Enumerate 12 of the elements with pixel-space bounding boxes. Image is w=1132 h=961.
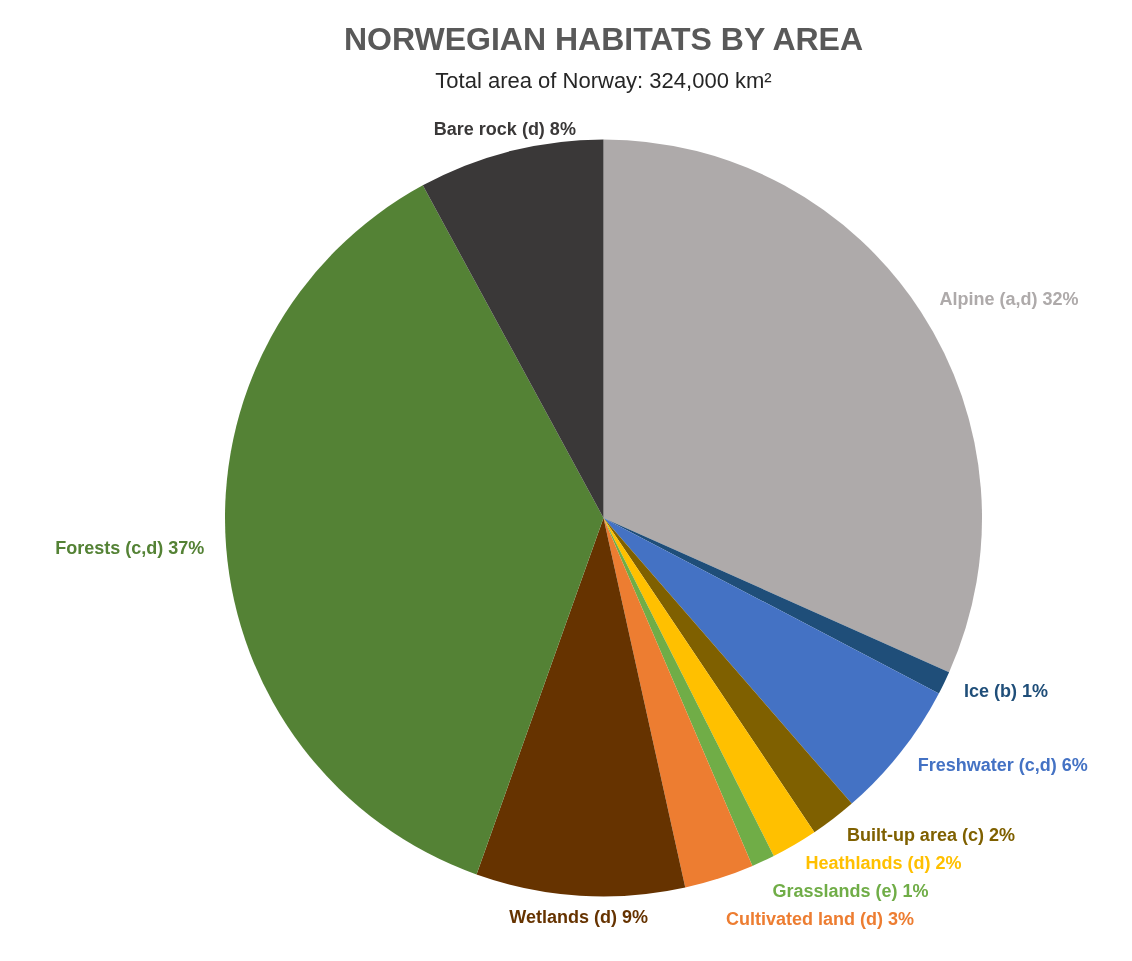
slice-label: Forests (c,d) 37% [55,537,205,558]
chart-subtitle: Total area of Norway: 324,000 km² [435,67,772,93]
slice-label: Wetlands (d) 9% [509,906,648,927]
slice-label: Alpine (a,d) 32% [939,288,1079,309]
slice-label: Freshwater (c,d) 6% [917,755,1088,776]
chart-title: NORWEGIAN HABITATS BY AREA [343,21,864,58]
slice-label: Bare rock (d) 8% [433,118,576,139]
slice-label: Ice (b) 1% [963,681,1048,702]
slice-label: Cultivated land (d) 3% [726,908,915,929]
slice-label: Built-up area (c) 2% [846,824,1015,845]
slice-label: Heathlands (d) 2% [805,852,962,873]
slice-label: Grasslands (e) 1% [772,880,929,901]
